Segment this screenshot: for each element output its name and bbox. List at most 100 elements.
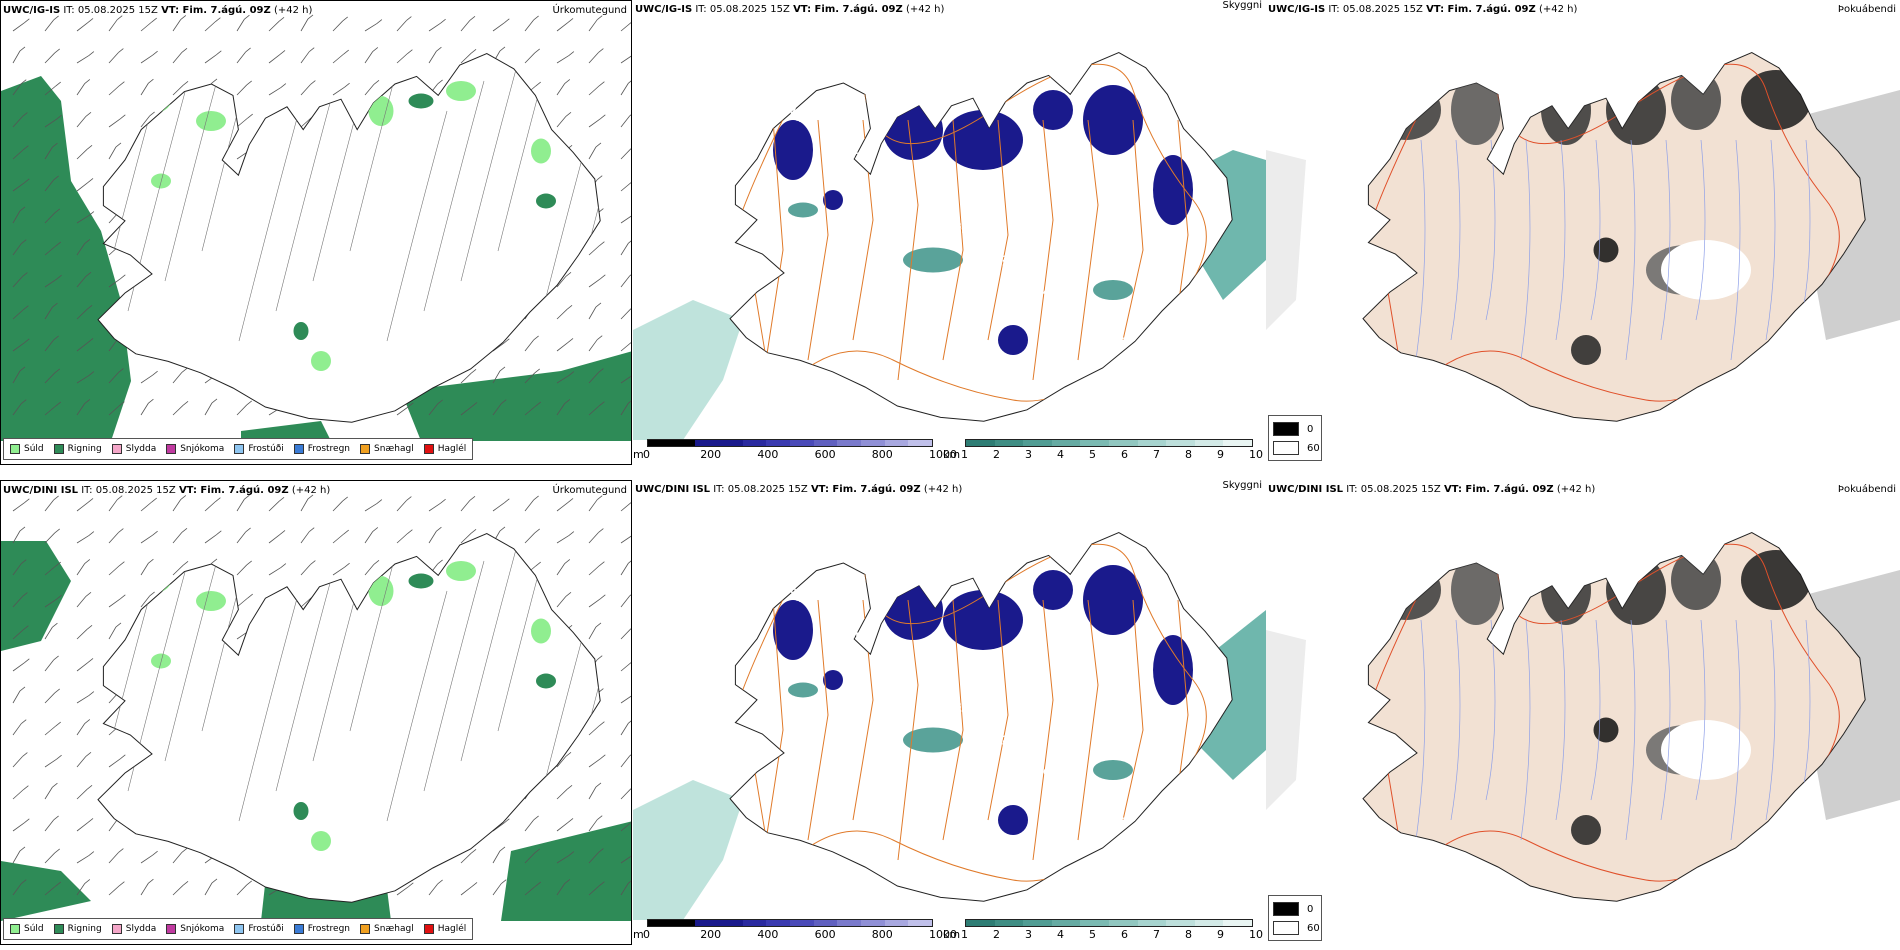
- model-name: UWC/DINI ISL: [3, 485, 79, 496]
- valid-time: VT: Fim. 7.ágú. 09Z: [810, 484, 921, 495]
- peak-label: 38: [825, 136, 838, 146]
- colorbar-tick: 1: [961, 928, 968, 941]
- legend-item: Snjókoma: [166, 924, 224, 934]
- peak-label: 38: [949, 702, 962, 712]
- peak-labels: 5444558774679866514435523840435358605153…: [743, 558, 1180, 864]
- peak-label: 51: [837, 624, 850, 634]
- peak-label: 220: [772, 579, 791, 589]
- visibility-panel: 71 42 51 78 59 43 50 66 44 85 60 55 48 38 39 66 81 47 35 33…: [633, 0, 1266, 465]
- peak-label: 47: [990, 731, 1003, 741]
- run-time: IT: 05.08.2025 15Z: [713, 484, 808, 495]
- panel-title: Úrkomutegund: [552, 485, 627, 496]
- peak-label: 53: [1108, 813, 1121, 823]
- model-name: UWC/IG-IS: [635, 4, 693, 15]
- colorbar-tick: 8: [1185, 448, 1192, 461]
- colorbar-unit: m: [633, 448, 644, 461]
- colorbar-tick: 4: [1057, 448, 1064, 461]
- lead-time: (+42 h): [905, 4, 945, 15]
- run-time: IT: 05.08.2025 15Z: [81, 485, 176, 496]
- colorbar-tick: 7: [1153, 928, 1160, 941]
- peak-label: 54: [778, 583, 791, 593]
- peak-label: 43: [1055, 776, 1068, 786]
- colorbar-tick: 200: [700, 448, 722, 461]
- legend-item: Snjókoma: [166, 444, 224, 454]
- colorbar-tick: 1000: [929, 928, 957, 941]
- precip-type-map: [1, 494, 631, 921]
- legend-swatch-black: [1273, 902, 1299, 916]
- peak-label: 35: [1149, 362, 1162, 372]
- colorbar-tick: 5: [1089, 928, 1096, 941]
- colorbar-unit: km: [943, 448, 961, 461]
- peak-label: 45: [984, 247, 997, 257]
- colorbar-tick: 1: [961, 448, 968, 461]
- peak-label: 51: [831, 140, 844, 150]
- peak-label: 85: [790, 111, 803, 121]
- precip-type-map: [1, 14, 631, 441]
- peak-label: 51: [1167, 854, 1180, 864]
- peak-label: 40: [1002, 739, 1015, 749]
- legend-label: 60: [1307, 922, 1320, 934]
- legend-item: Snæhagl: [360, 924, 414, 934]
- colorbar-tick: 3: [1025, 448, 1032, 461]
- elevation-colorbar: m 0 200 400 600 800 1000: [633, 919, 957, 943]
- colorbar-tick: 6: [1121, 928, 1128, 941]
- panel-header: UWC/DINI ISL IT: 05.08.2025 15Z VT: Fim.…: [1268, 484, 1595, 495]
- peak-label: 44: [790, 591, 803, 601]
- peak-label: 81: [943, 698, 956, 708]
- precip-type-panel: UWC/IG-IS IT: 05.08.2025 15Z VT: Fim. 7.…: [0, 0, 632, 465]
- lead-time: (+42 h): [291, 485, 331, 496]
- peak-label: 56: [1155, 846, 1168, 856]
- run-time: IT: 05.08.2025 15Z: [1328, 4, 1423, 15]
- peak-label: 33: [884, 657, 897, 667]
- colorbar-tick: 1000: [929, 448, 957, 461]
- colorbar-tick: 2: [993, 448, 1000, 461]
- peak-label: 60: [843, 148, 856, 158]
- legend-item: Slydda: [111, 924, 156, 934]
- legend-label: 60: [1307, 442, 1320, 454]
- peak-label: 50: [1061, 300, 1074, 310]
- peak-label: 60: [990, 251, 1003, 261]
- colorbar-tick: 6: [1121, 448, 1128, 461]
- peak-label: 67: [1008, 743, 1021, 753]
- model-name: UWC/DINI ISL: [1268, 484, 1344, 495]
- legend-swatch-white: [1273, 921, 1299, 935]
- visibility-colorbar: km 1 2 3 4 5 6 7 8 9 10: [943, 439, 1263, 463]
- visibility-map: 5444558774679866514435523840435358605153…: [633, 532, 1266, 920]
- peak-label: 54: [1155, 366, 1168, 376]
- lead-time: (+42 h): [1538, 4, 1578, 15]
- peak-label: 60: [825, 616, 838, 626]
- colorbar-tick: 600: [814, 448, 836, 461]
- peak-label: 81: [1161, 370, 1174, 380]
- panel-title: Þokuábendi: [1837, 4, 1896, 15]
- peak-label: 35: [843, 628, 856, 638]
- peak-label: 53: [890, 661, 903, 671]
- colorbar-tick: 400: [757, 448, 779, 461]
- colorbar-tick: 0: [643, 448, 650, 461]
- run-time: IT: 05.08.2025 15Z: [63, 5, 158, 16]
- legend-item: Súld: [10, 444, 44, 454]
- colorbar-tick: 4: [1057, 928, 1064, 941]
- colorbar-tick: 3: [1025, 928, 1032, 941]
- legend-item: Rigning: [53, 444, 102, 454]
- run-time: IT: 05.08.2025 15Z: [695, 4, 790, 15]
- colorbar-tick: 600: [814, 928, 836, 941]
- colorbar-tick: 10: [1249, 448, 1263, 461]
- fog-indicator-panel: UWC/DINI ISL IT: 05.08.2025 15Z VT: Fim.…: [1266, 480, 1900, 945]
- peak-label: 60: [784, 587, 797, 597]
- legend-item: Frostúði: [234, 924, 284, 934]
- colorbar-unit: km: [943, 928, 961, 941]
- row-dini-isl: UWC/DINI ISL IT: 05.08.2025 15Z VT: Fim.…: [0, 480, 1900, 945]
- peak-label: 98: [1061, 780, 1074, 790]
- legend-item: Slydda: [111, 444, 156, 454]
- legend-item: Haglél: [423, 924, 466, 934]
- peak-label: 93: [1096, 805, 1109, 815]
- lead-time: (+42 h): [923, 484, 963, 495]
- peak-label: 66: [1114, 337, 1127, 347]
- legend-item: Súld: [10, 924, 44, 934]
- colorbar-tick: 400: [757, 928, 779, 941]
- peak-label: 53: [937, 214, 950, 224]
- panel-title: Úrkomutegund: [552, 5, 627, 16]
- peak-label: 43: [1008, 263, 1021, 273]
- peak-label: 47: [784, 107, 797, 117]
- peak-label: 56: [1096, 325, 1109, 335]
